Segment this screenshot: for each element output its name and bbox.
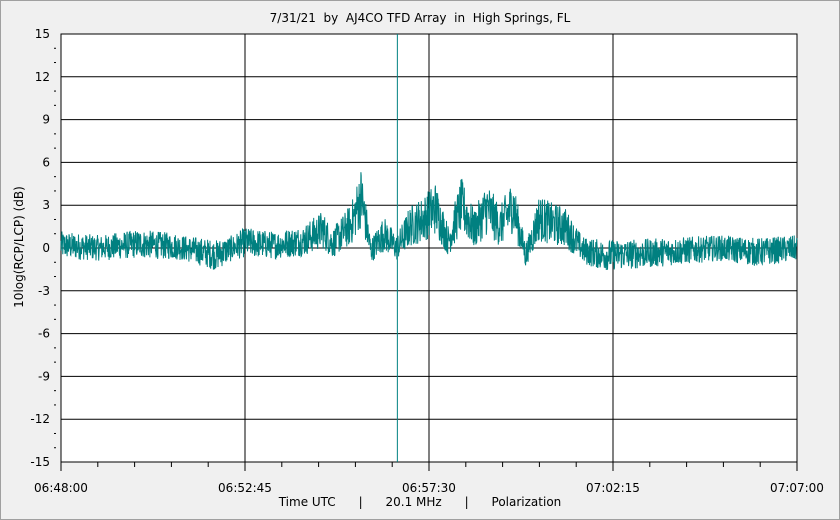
y-tick-label: -3 — [38, 284, 50, 298]
y-tick-label: 9 — [42, 113, 50, 127]
y-tick-label: -12 — [30, 412, 50, 426]
y-tick-label: 12 — [35, 70, 50, 84]
minor-ticks — [54, 47, 798, 467]
data-series-line — [60, 172, 798, 271]
y-tick-label: -9 — [38, 369, 50, 383]
x-tick-label: 07:07:00 — [770, 481, 824, 495]
y-tick-label: 3 — [42, 198, 50, 212]
x-tick-labels: 06:48:00 06:52:45 06:57:30 07:02:15 07:07:00 — [34, 481, 824, 495]
y-tick-label: -15 — [30, 455, 50, 469]
x-tick-label: 06:52:45 — [218, 481, 272, 495]
grid-lines — [60, 33, 798, 471]
x-tick-label: 06:48:00 — [34, 481, 88, 495]
data-trace — [60, 172, 798, 271]
y-tick-labels: 15 12 9 6 3 0 -3 -6 -9 -12 -15 — [30, 27, 50, 469]
x-tick-label: 06:57:30 — [402, 481, 456, 495]
chart-title: 7/31/21 by AJ4CO TFD Array in High Sprin… — [269, 11, 571, 25]
x-tick-label: 07:02:15 — [586, 481, 640, 495]
y-tick-label: 0 — [42, 241, 50, 255]
chart-footer: Time UTC | 20.1 MHz | Polarization — [278, 495, 562, 509]
y-tick-label: -6 — [38, 327, 50, 341]
y-tick-label: 15 — [35, 27, 50, 41]
y-tick-label: 6 — [42, 155, 50, 169]
